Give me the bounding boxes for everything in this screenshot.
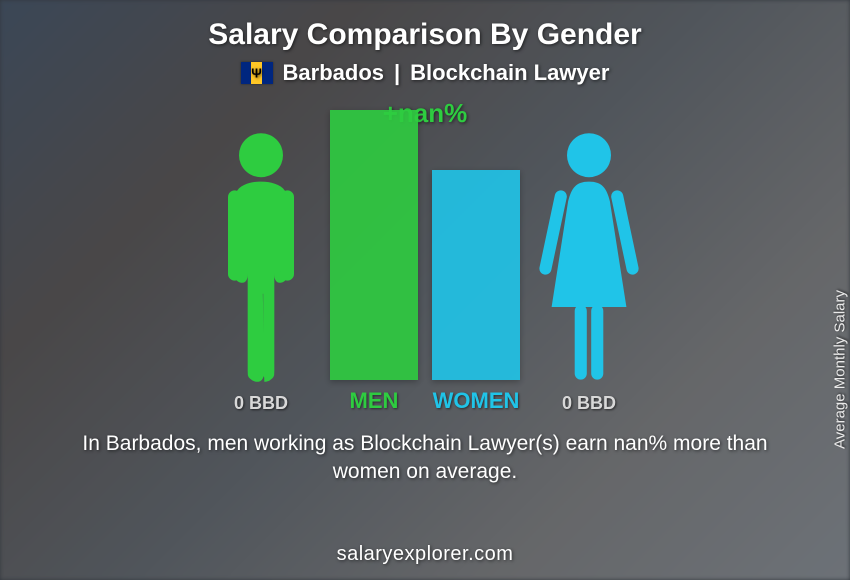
country-label: Barbados bbox=[283, 60, 384, 86]
flag-band-center: Ψ bbox=[251, 62, 262, 84]
flag-band-left bbox=[241, 62, 252, 84]
trident-icon: Ψ bbox=[251, 67, 262, 80]
description-text: In Barbados, men working as Blockchain L… bbox=[65, 430, 785, 487]
men-bar-label: MEN bbox=[350, 388, 399, 414]
source-label: salaryexplorer.com bbox=[337, 543, 514, 566]
flag-band-right bbox=[262, 62, 273, 84]
men-value-label: 0 BBD bbox=[234, 393, 288, 414]
occupation-label: Blockchain Lawyer bbox=[410, 60, 609, 86]
men-icon-col: 0 BBD bbox=[206, 130, 316, 414]
women-value-label: 0 BBD bbox=[562, 393, 616, 414]
women-icon-col: 0 BBD bbox=[534, 130, 644, 414]
subtitle-row: Ψ Barbados | Blockchain Lawyer bbox=[241, 60, 610, 86]
women-bar-col: WOMEN bbox=[432, 170, 520, 414]
men-bar bbox=[330, 110, 418, 380]
women-bar bbox=[432, 170, 520, 380]
y-axis-label: Average Monthly Salary bbox=[832, 290, 849, 449]
chart-area: +nan% 0 BBD MEN WOMEN bbox=[145, 104, 705, 414]
barbados-flag-icon: Ψ bbox=[241, 62, 273, 84]
woman-icon bbox=[534, 130, 644, 385]
man-icon bbox=[206, 130, 316, 385]
content-wrapper: Salary Comparison By Gender Ψ Barbados |… bbox=[0, 0, 850, 580]
separator: | bbox=[394, 60, 400, 86]
women-bar-label: WOMEN bbox=[433, 388, 520, 414]
men-bar-col: MEN bbox=[330, 110, 418, 414]
page-title: Salary Comparison By Gender bbox=[208, 18, 641, 52]
